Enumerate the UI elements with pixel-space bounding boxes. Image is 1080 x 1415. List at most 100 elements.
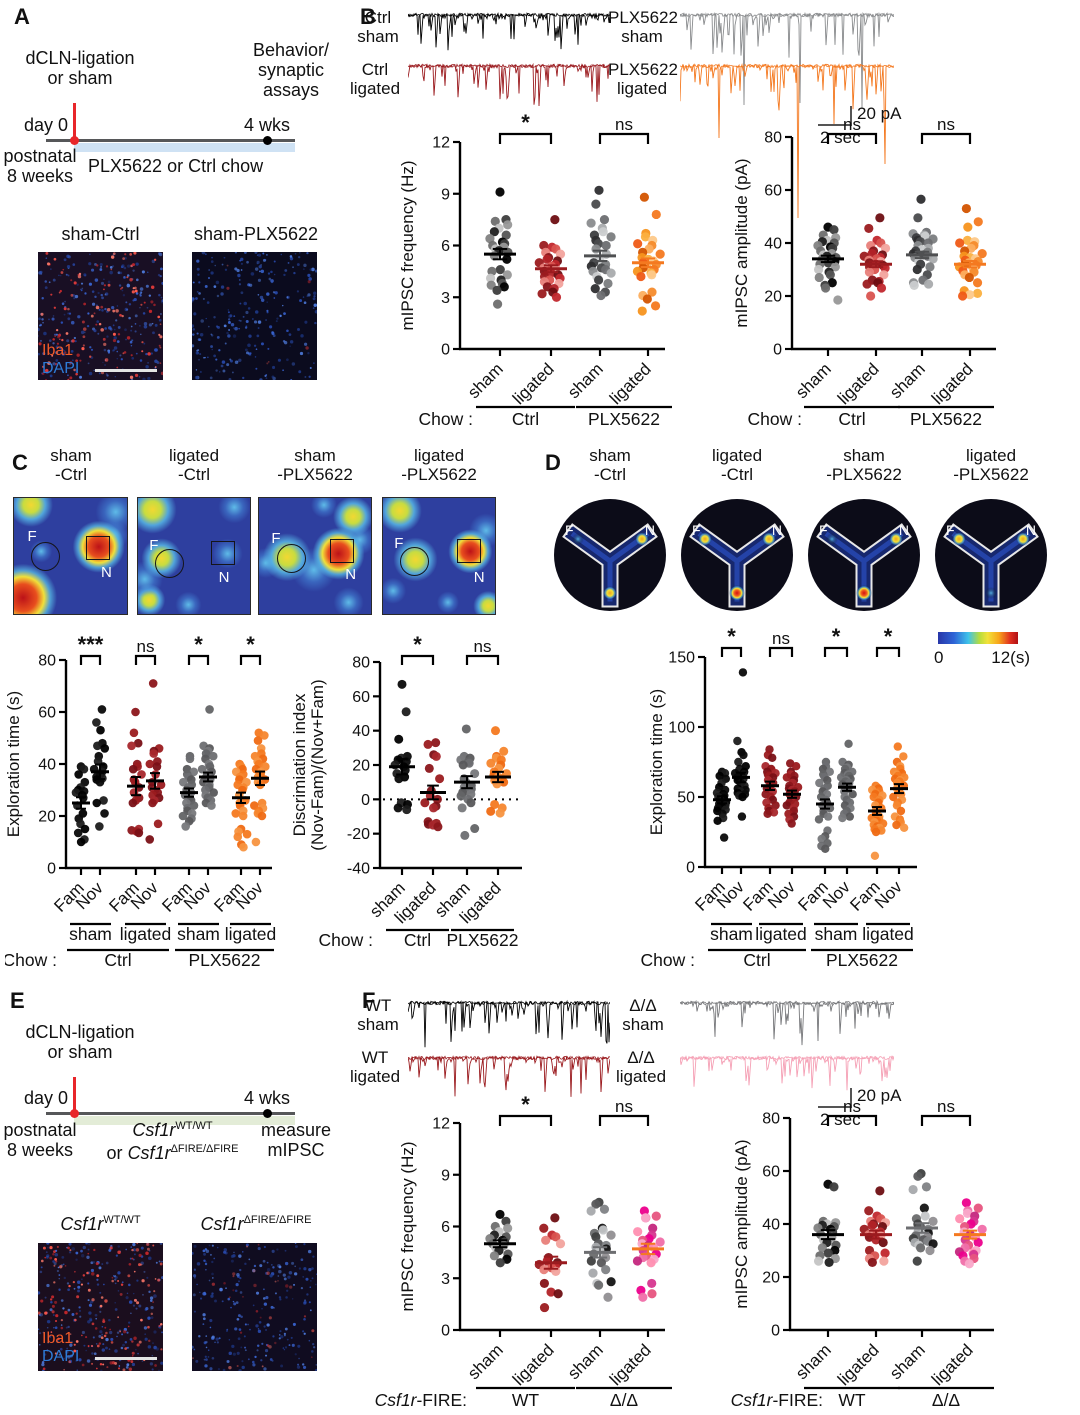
- sig-bracket: [400, 654, 435, 665]
- data-point: [739, 750, 748, 760]
- data-point: [738, 792, 747, 802]
- x-tick-label: ligated: [834, 1340, 883, 1389]
- footer-prefix-label: Csf1r-FIRE:: [375, 1390, 467, 1410]
- data-point: [829, 225, 839, 235]
- data-point: [647, 270, 657, 280]
- group-label: Ctrl: [743, 950, 770, 970]
- sig-label: *: [194, 632, 203, 657]
- data-point: [93, 741, 102, 751]
- data-point: [928, 254, 938, 264]
- svg-text:20: 20: [764, 289, 782, 306]
- data-point: [913, 1171, 923, 1181]
- data-point: [129, 728, 139, 738]
- svg-text:80: 80: [762, 1111, 780, 1128]
- group-label: Ctrl: [512, 409, 539, 429]
- x-tick-label: sham: [464, 1340, 507, 1383]
- data-point: [100, 809, 109, 818]
- gene-superscript: WT/WT: [175, 1120, 213, 1132]
- data-point: [207, 801, 216, 810]
- data-point: [546, 1287, 556, 1297]
- familiar-object-label: F: [394, 535, 404, 553]
- data-point: [461, 724, 471, 734]
- data-point: [148, 679, 158, 688]
- trace-svg: [407, 62, 611, 107]
- dapi-label: DAPI: [42, 360, 80, 377]
- sig-label: ns: [474, 637, 492, 656]
- data-point: [153, 819, 163, 829]
- trace-label-ctrl-ligated: Ctrl ligated: [349, 60, 401, 99]
- novel-object-zone: [456, 538, 481, 563]
- svg-text:Exploration time (s): Exploration time (s): [5, 691, 23, 837]
- data-point: [871, 827, 881, 837]
- data-point: [485, 234, 495, 244]
- trace-svg: [407, 12, 611, 51]
- x-tick-label: sham: [564, 1340, 607, 1383]
- data-point: [492, 299, 503, 309]
- sig-label: ns: [843, 115, 861, 134]
- data-point: [651, 1211, 661, 1221]
- sig-label: ns: [937, 115, 955, 134]
- data-point: [590, 284, 600, 294]
- data-point: [127, 741, 136, 751]
- x-tick-label: Nov: [819, 877, 854, 912]
- data-point: [637, 306, 647, 316]
- group-label: sham: [69, 924, 112, 944]
- gene-name: Csf1r: [132, 1120, 176, 1140]
- data-point: [606, 232, 616, 242]
- data-point: [655, 1237, 665, 1247]
- colorbar-min-label: 0: [934, 648, 944, 667]
- sig-bracket: [826, 1114, 878, 1126]
- heatmap-title-sham-ctrl: sham -Ctrl: [50, 446, 92, 485]
- data-point: [80, 824, 90, 834]
- svg-text:3: 3: [441, 290, 450, 307]
- data-point: [550, 1213, 560, 1223]
- scale-bar-horizontal: [818, 1106, 851, 1108]
- data-point: [152, 762, 162, 771]
- data-point: [825, 767, 834, 776]
- data-point: [782, 773, 792, 782]
- data-point: [964, 1259, 974, 1269]
- data-point: [145, 759, 155, 769]
- x-tick-label: sham: [464, 359, 507, 402]
- data-point: [92, 798, 102, 808]
- data-point: [594, 1280, 604, 1290]
- scale-bar: [95, 1357, 157, 1360]
- data-point: [599, 1204, 610, 1214]
- data-point: [492, 285, 502, 295]
- data-point: [972, 288, 983, 298]
- x-tick-label: sham: [886, 1340, 929, 1383]
- data-point: [606, 1277, 616, 1287]
- data-point: [74, 770, 83, 779]
- data-point: [460, 830, 470, 840]
- group-label: WT: [512, 1390, 540, 1410]
- svg-text:50: 50: [677, 790, 695, 807]
- timeline-a-4wks-dot: [263, 136, 272, 145]
- mipsc-trace-dd-sham: [679, 992, 895, 1059]
- maze-hotspot: [762, 532, 776, 546]
- data-point: [539, 1302, 550, 1313]
- mipsc-trace-ctrl-sham: [407, 4, 611, 61]
- data-point: [880, 1248, 890, 1258]
- data-point: [586, 1206, 596, 1216]
- data-point: [655, 249, 665, 259]
- heatmap-title-sham-plx: sham -PLX5622: [277, 446, 353, 485]
- data-point: [588, 1268, 598, 1278]
- timeline-a-day0-dot: [70, 136, 79, 145]
- timeline-a-event-marker: [73, 103, 76, 138]
- sig-label: *: [832, 628, 841, 649]
- data-point: [156, 780, 166, 790]
- data-point: [128, 764, 138, 774]
- dapi-label: DAPI: [42, 1348, 80, 1365]
- data-point: [148, 798, 157, 808]
- data-point: [864, 267, 875, 277]
- scale-bar: [95, 369, 157, 372]
- timeline-e-day0-label: day 0: [24, 1088, 69, 1108]
- data-point: [814, 272, 824, 283]
- svg-text:-20: -20: [347, 826, 370, 843]
